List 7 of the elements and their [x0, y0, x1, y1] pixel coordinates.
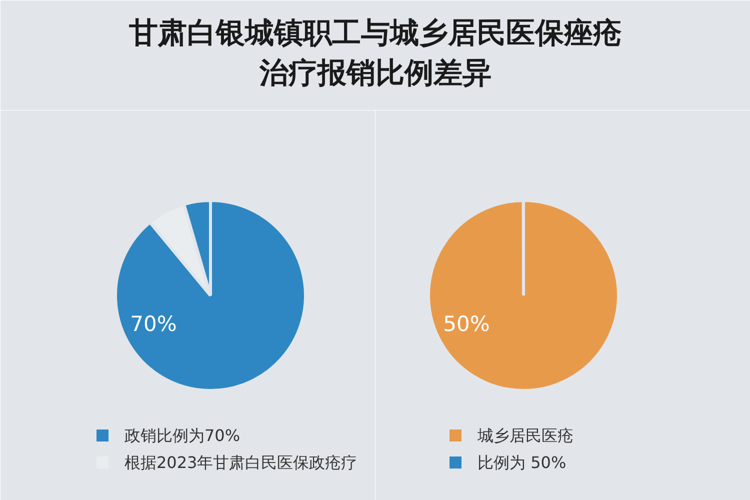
legend-label: 政销比例为70% — [124, 426, 240, 445]
chart-title: 甘肃白银城镇职工与城乡居民医保痤疮治疗报销比例差异 — [128, 16, 622, 90]
legend-label: 根据2023年甘肃白民医保政疮疗 — [124, 453, 358, 472]
text: 70% — [130, 312, 177, 336]
legend-label: 比例为 50% — [478, 453, 566, 472]
text: 50% — [443, 312, 490, 336]
legend-label: 城乡居民医疮 — [476, 426, 574, 445]
